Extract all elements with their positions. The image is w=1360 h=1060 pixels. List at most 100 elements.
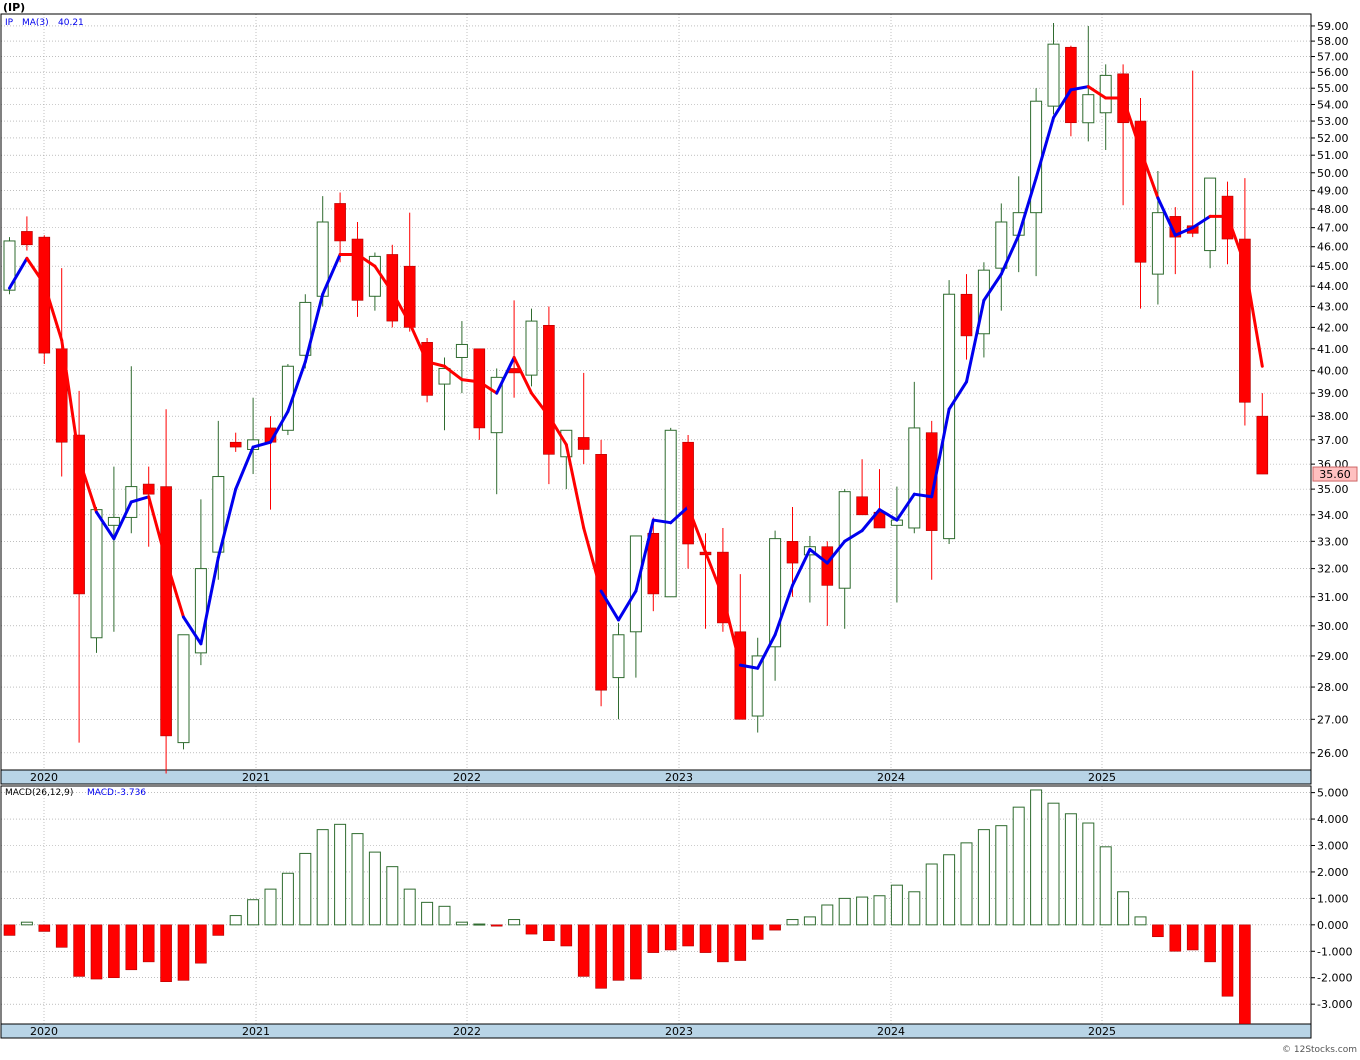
ma-line-segment xyxy=(1173,226,1195,237)
price-tick-label: 48.00 xyxy=(1317,203,1349,216)
macd-bar-positive xyxy=(890,884,903,926)
year-label: 2021 xyxy=(242,771,270,784)
candle xyxy=(1134,97,1147,309)
macd-bar-positive xyxy=(438,905,451,926)
macd-bar-positive xyxy=(386,866,399,926)
ticker-title: (IP) xyxy=(3,1,25,14)
candle xyxy=(455,321,468,394)
candle-body-down xyxy=(142,483,155,495)
price-tick-label: 43.00 xyxy=(1317,301,1349,314)
candle xyxy=(925,420,938,580)
ma-line-segment xyxy=(1034,116,1055,180)
frame-layer: 2020 2020 2021 2021 2022 2022 2023 2023 2024 2024… xyxy=(0,13,1312,1039)
ma-line-segment xyxy=(599,589,620,622)
candle-body-up xyxy=(1047,43,1060,107)
macd-bar-positive xyxy=(455,921,468,926)
candle xyxy=(908,381,921,534)
label-layer: (IP) IP MA(3) 40.21 MACD(26,12,9) MACD:-… xyxy=(3,1,1357,1055)
ma-line-segment xyxy=(1226,214,1247,266)
candle-body-down xyxy=(925,432,938,531)
ma-line-segment xyxy=(460,378,481,384)
candle xyxy=(351,221,364,317)
macd-bar-negative xyxy=(595,924,607,989)
ma-line-segment xyxy=(1156,196,1177,237)
ma-line-segment xyxy=(390,290,412,325)
candle xyxy=(647,517,660,612)
ma-line-segment xyxy=(895,492,916,522)
ma-line-segment xyxy=(373,264,394,294)
macd-bar-positive xyxy=(873,895,886,926)
macd-tick-label: 3.000 xyxy=(1317,840,1349,853)
ma-line-segment xyxy=(686,505,707,554)
ma-line-segment xyxy=(42,282,64,342)
candle-body-down xyxy=(821,546,834,586)
candle xyxy=(525,308,538,387)
legend-ma-value: 40.21 xyxy=(58,18,84,28)
candle xyxy=(751,637,764,733)
price-tick-label: 56.00 xyxy=(1317,66,1349,79)
candle-body-down xyxy=(647,532,660,595)
macd-year-label: 2020 xyxy=(30,1025,58,1038)
candle-body-down xyxy=(1065,46,1077,124)
candle xyxy=(821,541,834,626)
price-tick-label: 35.00 xyxy=(1317,483,1349,496)
macd-bar-positive xyxy=(803,916,816,926)
macd-bar-positive xyxy=(316,829,329,926)
price-tick-label: 40.00 xyxy=(1317,365,1349,378)
candle-body-up xyxy=(664,429,677,598)
candle-body-up xyxy=(490,376,503,434)
ma-line-segment xyxy=(634,518,655,593)
candle-body-up xyxy=(177,634,190,744)
candle-body-up xyxy=(769,538,782,648)
ma-line-segment xyxy=(199,556,220,646)
candle xyxy=(734,574,747,720)
candle-body-down xyxy=(38,236,51,354)
ma-line-segment xyxy=(1086,85,1108,100)
macd-bar-positive xyxy=(821,904,834,926)
macd-bar-negative xyxy=(543,924,555,941)
macd-bar-negative xyxy=(125,924,138,971)
candle-body-down xyxy=(786,541,799,564)
price-tick-label: 57.00 xyxy=(1317,51,1349,64)
candle-body-down xyxy=(960,293,973,337)
candle xyxy=(1256,393,1269,475)
ma-line-segment xyxy=(704,550,725,599)
legend-symbol: IP xyxy=(5,18,14,28)
price-tick-label: 28.00 xyxy=(1317,681,1349,694)
ma-line-segment xyxy=(425,360,446,368)
ma-line-segment xyxy=(547,414,568,447)
macd-bar-negative xyxy=(682,924,694,947)
candle xyxy=(769,530,782,681)
price-tick-label: 30.00 xyxy=(1317,620,1349,633)
price-tick-label: 59.00 xyxy=(1317,20,1349,33)
ma-line-segment xyxy=(495,355,516,395)
ma-line-segment xyxy=(930,407,951,499)
macd-year-label: 2023 xyxy=(665,1025,693,1038)
ma-line-segment xyxy=(1243,262,1264,368)
ma-line-segment xyxy=(1121,96,1142,152)
price-tick-label: 49.00 xyxy=(1317,185,1349,198)
ma-line-segment xyxy=(303,292,325,364)
price-tick-label: 58.00 xyxy=(1317,35,1349,48)
macd-bar-negative xyxy=(3,924,16,936)
macd-tick-label: 1.000 xyxy=(1317,892,1349,905)
macd-bar-positive xyxy=(247,899,260,926)
candle-body-up xyxy=(438,367,451,385)
ma-line-segment xyxy=(791,547,812,587)
macd-bar-negative xyxy=(73,924,85,977)
candle-body-down xyxy=(1134,120,1147,263)
macd-tick-label: 2.000 xyxy=(1317,866,1349,879)
candle-body-down xyxy=(543,324,555,455)
ma-line-segment xyxy=(721,595,742,667)
candle-body-down xyxy=(508,368,520,374)
ma-line-segment xyxy=(825,539,847,565)
price-tick-label: 46.00 xyxy=(1317,241,1349,254)
price-tick-label: 32.00 xyxy=(1317,563,1349,576)
year-label: 2023 xyxy=(665,771,693,784)
ma-line-segment xyxy=(564,443,586,530)
price-tick-label: 29.00 xyxy=(1317,650,1349,663)
price-tick-label: 44.00 xyxy=(1317,280,1349,293)
ma-line-segment xyxy=(617,589,638,622)
candle-body-down xyxy=(856,496,868,516)
macd-legend-label: MACD(26,12,9) xyxy=(5,788,73,798)
